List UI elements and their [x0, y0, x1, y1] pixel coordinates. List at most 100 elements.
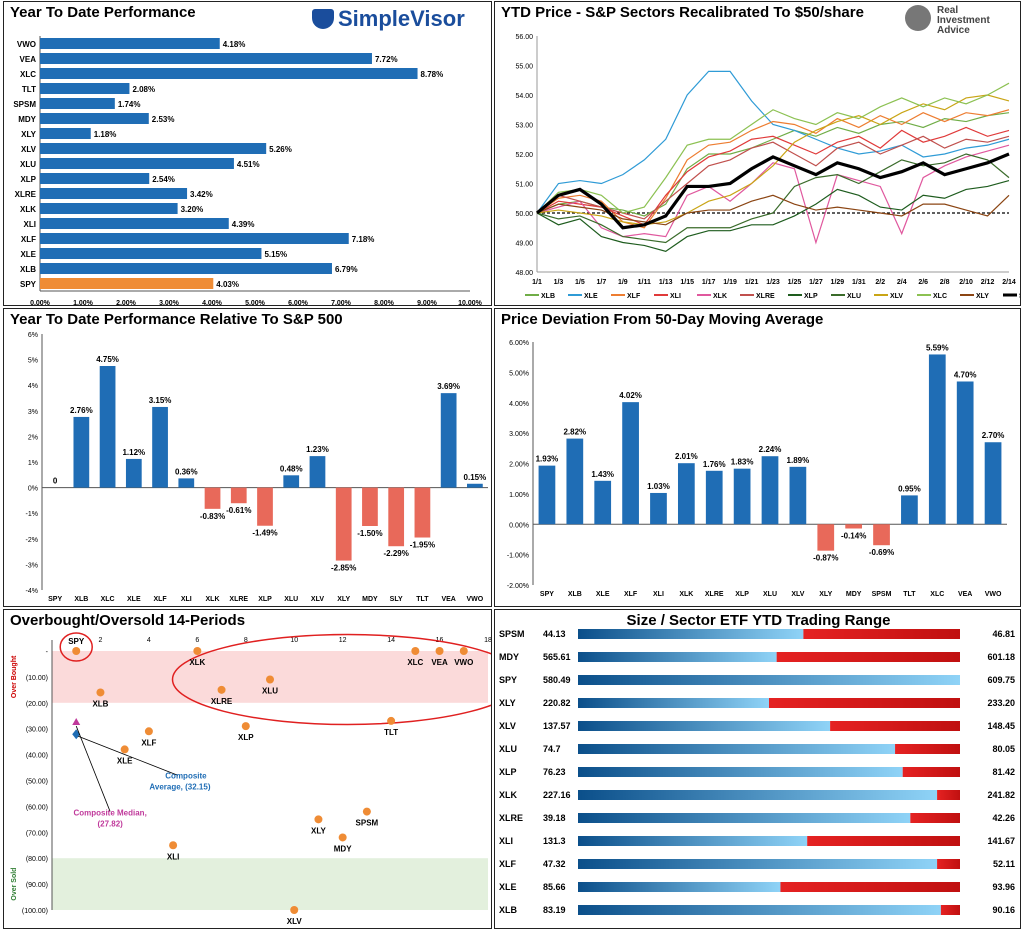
ytd-title: Year To Date Performance	[10, 4, 196, 21]
category-label: XLRE	[705, 591, 724, 598]
tick-label: 2/6	[918, 279, 928, 286]
median-marker	[72, 718, 81, 726]
range-fill-xlb	[578, 905, 941, 915]
category-label: MDY	[18, 115, 36, 124]
row-low: 76.23	[543, 767, 566, 777]
bar-xlc	[40, 68, 418, 79]
data-label: 7.72%	[375, 55, 398, 64]
category-label: SPSM	[13, 100, 36, 109]
simplevisor-logo: SimpleVisor	[312, 6, 465, 32]
bar-xlp	[733, 468, 751, 525]
point-label: MDY	[334, 844, 352, 853]
ytd-panel: Year To Date Performance SimpleVisor VWO…	[3, 1, 492, 306]
category-label: XLV	[791, 591, 804, 598]
category-label: XLU	[20, 160, 36, 169]
category-label: VEA	[958, 591, 972, 598]
category-label: XLU	[284, 596, 298, 603]
tick-label: (60.00)	[26, 804, 48, 811]
oversold-band	[52, 858, 488, 910]
tick-label: 2/8	[940, 279, 950, 286]
bar-xli	[178, 478, 195, 488]
bar-xlp	[257, 487, 273, 526]
tick-label: (50.00)	[26, 779, 48, 786]
data-label: 2.54%	[152, 175, 175, 184]
tick-label: 14	[387, 637, 395, 644]
tick-label: 10	[290, 637, 298, 644]
point-xlc	[411, 647, 420, 655]
tick-label: 48.00	[515, 270, 533, 277]
tick-label: 0%	[28, 486, 38, 493]
bar-xly	[335, 487, 352, 561]
ytdprice-title: YTD Price - S&P Sectors Recalibrated To …	[501, 4, 864, 21]
eagle-icon	[905, 5, 931, 31]
tick-label: 6	[195, 637, 199, 644]
bar-vwo	[984, 442, 1002, 525]
row-high: 601.18	[987, 652, 1015, 662]
row-low: 44.13	[543, 629, 566, 639]
tick-label: 1/17	[702, 279, 716, 286]
row-low: 565.61	[543, 652, 571, 662]
category-label: XLU	[763, 591, 777, 598]
tick-label: 18	[484, 637, 492, 644]
data-label: 2.08%	[132, 85, 155, 94]
deviation-panel: Price Deviation From 50-Day Moving Avera…	[494, 308, 1021, 607]
range-remaining-xlf	[937, 859, 960, 869]
bar-xlre	[705, 470, 723, 525]
category-label: TLT	[416, 596, 429, 603]
bar-vea	[40, 53, 372, 64]
series-line-xlf	[536, 109, 1010, 229]
row-name: SPSM	[499, 629, 525, 639]
row-name: XLP	[499, 767, 517, 777]
data-label: 0	[53, 477, 58, 486]
category-label: SPSM	[872, 591, 892, 598]
row-high: 148.45	[987, 721, 1015, 731]
tick-label: 4.00%	[509, 401, 529, 408]
range-fill-xlu	[578, 744, 896, 754]
category-label: SPY	[540, 591, 554, 598]
range-fill-xlp	[578, 767, 903, 777]
data-label: 2.76%	[70, 406, 93, 415]
data-label: 1.18%	[94, 130, 117, 139]
category-label: XLF	[21, 235, 36, 244]
tick-label: 1%	[28, 460, 38, 467]
point-label: XLY	[311, 826, 326, 835]
tick-label: 53.00	[515, 123, 533, 130]
category-label: XLV	[311, 596, 324, 603]
average-label: Composite Average, (32.15)	[149, 771, 210, 791]
tick-label: 0.00%	[30, 300, 51, 306]
row-name: XLF	[499, 859, 517, 869]
bar-xlk	[204, 487, 221, 509]
tick-label: 49.00	[515, 241, 533, 248]
tick-label: 6.00%	[509, 340, 529, 347]
highlight-circle	[59, 632, 93, 662]
row-name: XLE	[499, 882, 517, 892]
bar-xlf	[622, 402, 639, 525]
tick-label: 1/13	[659, 279, 673, 286]
tick-label: 1/11	[638, 279, 651, 286]
tick-label: 9.00%	[417, 300, 438, 306]
tick-label: (30.00)	[26, 727, 48, 734]
tick-label: -4%	[26, 588, 38, 595]
data-label: 1.74%	[118, 100, 141, 109]
series-line-xlu	[536, 153, 1010, 244]
range-remaining-xlb	[940, 905, 960, 915]
data-label: 0.36%	[175, 467, 198, 476]
row-name: XLY	[499, 698, 516, 708]
data-label: 4.75%	[96, 355, 119, 364]
bar-xlu	[761, 456, 779, 525]
bar-xlb	[73, 416, 90, 488]
data-label: -0.69%	[869, 548, 894, 557]
category-label: VWO	[467, 596, 484, 603]
legend-label: XLY	[976, 293, 989, 300]
range-fill-spsm	[578, 629, 804, 639]
bar-xlu	[40, 158, 234, 169]
row-low: 47.32	[543, 859, 566, 869]
category-label: XLC	[20, 70, 36, 79]
bar-vea	[956, 381, 974, 525]
tick-label: 1/1	[532, 279, 542, 286]
tick-label: 2/4	[897, 279, 907, 286]
tick-label: 2/14	[1002, 279, 1016, 286]
row-high: 80.05	[992, 744, 1015, 754]
tick-label: 4	[147, 637, 151, 644]
row-low: 39.18	[543, 813, 566, 823]
